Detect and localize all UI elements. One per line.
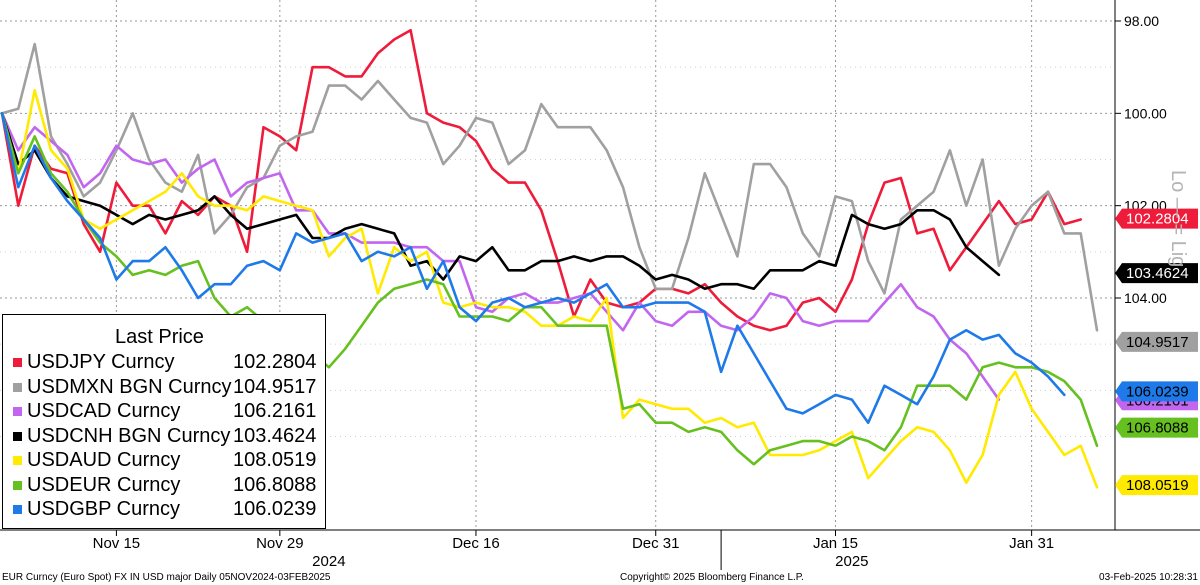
legend-item: USDAUD Curncy 108.0519 <box>13 449 323 473</box>
legend-series-value: 106.8088 <box>233 473 317 496</box>
legend-item: USDCAD Curncy 106.2161 <box>13 400 323 424</box>
end-label-tag <box>1115 208 1198 229</box>
legend-item: USDEUR Curncy 106.8088 <box>13 474 323 498</box>
end-label-value: 104.9517 <box>1126 334 1189 351</box>
legend-swatch <box>13 505 22 514</box>
footer: EUR Curncy (Euro Spot) FX IN USD major D… <box>0 570 1200 585</box>
x-tick-label: Jan 31 <box>1009 535 1054 552</box>
legend-item: USDGBP Curncy 106.0239 <box>13 498 323 522</box>
series-line-5 <box>0 112 1099 466</box>
legend-series-name: USDAUD Curncy <box>27 449 181 471</box>
end-label-value: 103.4624 <box>1126 265 1189 282</box>
y-tick-label: 98.00 <box>1124 13 1159 29</box>
legend-swatch <box>13 382 22 392</box>
legend-swatch <box>13 358 22 367</box>
end-label-tag <box>1115 331 1198 352</box>
legend-series-value: 104.9517 <box>233 375 317 398</box>
legend-title: Last Price <box>115 326 204 348</box>
legend-series-value: 103.4624 <box>233 424 317 447</box>
year-label: 2025 <box>835 553 868 570</box>
end-label-tag <box>1115 475 1198 496</box>
series-line-4 <box>0 89 1099 489</box>
legend-swatch <box>13 456 22 465</box>
footer-right: 03-Feb-2025 10:28:31 <box>1099 572 1198 583</box>
x-tick-label: Nov 15 <box>93 535 141 552</box>
x-tick-label: Jan 15 <box>813 535 858 552</box>
end-label-value: 106.0239 <box>1126 383 1189 400</box>
legend-series-value: 106.2161 <box>233 400 317 422</box>
x-tick-label: Nov 29 <box>256 535 304 552</box>
legend-item: USDJPY Curncy 102.2804 <box>13 351 323 375</box>
end-label-value: 102.2804 <box>1126 211 1189 228</box>
series-line-6 <box>0 112 1066 425</box>
series-lines <box>0 28 1099 489</box>
legend-series-value: 102.2804 <box>233 351 317 373</box>
legend-swatch <box>13 431 22 441</box>
legend-series-value: 106.0239 <box>233 498 317 520</box>
y-tick-label: 104.00 <box>1124 290 1167 306</box>
legend: Last Price USDJPY Curncy 102.2804 USDMXN B… <box>2 314 326 529</box>
x-tick-label: Dec 16 <box>452 535 500 552</box>
year-label: 2024 <box>312 553 345 570</box>
legend-series-name: USDMXN BGN Curncy <box>27 375 232 398</box>
legend-series-name: USDGBP Curncy <box>27 498 181 520</box>
legend-series-name: USDEUR Curncy <box>27 473 181 496</box>
legend-item: USDMXN BGN Curncy 104.9517 <box>13 376 323 400</box>
x-tick-label: Dec 31 <box>632 535 680 552</box>
end-label-tag <box>1115 417 1198 438</box>
legend-swatch <box>13 480 22 490</box>
footer-left: EUR Curncy (Euro Spot) FX IN USD major D… <box>2 572 331 583</box>
end-value-labels: 102.2804104.9517106.2161103.4624108.0519… <box>1115 208 1198 496</box>
legend-swatch <box>13 407 22 416</box>
end-label-tag <box>1115 263 1198 284</box>
end-label-value: 108.0519 <box>1126 477 1189 494</box>
series-line-3 <box>0 112 1001 291</box>
side-text: Lo — = Lig <box>1167 170 1189 267</box>
legend-series-name: USDJPY Curncy <box>27 351 175 373</box>
end-label-value: 106.8088 <box>1126 420 1189 437</box>
end-label-tag <box>1115 381 1198 402</box>
series-line-1 <box>0 42 1099 332</box>
series-line-0 <box>0 28 1082 332</box>
footer-center: Copyright© 2025 Bloomberg Finance L.P. <box>620 572 804 583</box>
legend-series-value: 108.0519 <box>233 449 317 471</box>
legend-series-name: USDCNH BGN Curncy <box>27 424 231 447</box>
series-line-2 <box>0 112 1001 401</box>
legend-series-name: USDCAD Curncy <box>27 400 181 422</box>
y-tick-label: 100.00 <box>1124 105 1167 121</box>
legend-item: USDCNH BGN Curncy 103.4624 <box>13 425 323 449</box>
